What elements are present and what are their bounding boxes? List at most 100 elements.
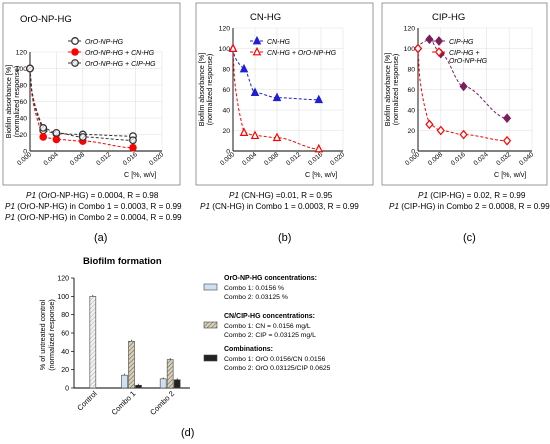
bar [166, 359, 174, 389]
chart-title: CN-HG [250, 12, 281, 23]
y-tick-label: 80 [61, 312, 69, 319]
y-tick-label: 40 [19, 116, 27, 123]
y-tick-label: 20 [222, 128, 230, 135]
data-point [250, 130, 260, 140]
y-tick-label: 40 [61, 349, 69, 356]
bar [173, 379, 181, 389]
data-point [78, 133, 87, 141]
y-axis-label: Biofilm absorbance [%] [4, 65, 13, 139]
y-tick-label: 80 [407, 67, 415, 74]
y-tick-label: 120 [219, 26, 231, 33]
legend-line-text: Combo 1: CN = 0.0156 mg/L [224, 323, 311, 330]
panel-label-c: (c) [463, 232, 476, 244]
y-axis-label: Biofilm absorbance [%] [197, 53, 206, 127]
y-axis-label-2: (normalized response) [12, 66, 21, 138]
caption-c-1: P1 (CIP-HG) = 0.02, R = 0.99 [418, 191, 526, 200]
data-point [239, 127, 249, 136]
x-axis-label: C [%, w/v] [124, 170, 156, 179]
legend-label: OrO-NP-HG + CIP-HG [85, 61, 156, 68]
data-point [26, 64, 34, 73]
panel-label-b: (b) [278, 232, 292, 244]
legend-label: OrO-NP-HG + CN-HG [85, 50, 155, 57]
data-point [502, 113, 512, 124]
data-point [459, 129, 468, 140]
chart-title: Biofilm formation [83, 256, 162, 267]
bar [89, 296, 97, 389]
data-point [502, 135, 512, 146]
caption-a-1: P1 (OrO-NP-HG) = 0.0004, R = 0.98 [26, 191, 159, 200]
y-tick-label: 80 [222, 67, 230, 74]
legend-line-text: Combo 1: OrO 0.0156/CN 0.0156 [224, 356, 325, 363]
caption-b-1: P1 (CN-HG) =0.01, R = 0.95 [229, 191, 333, 200]
data-point [52, 135, 61, 144]
data-point [239, 63, 249, 73]
data-point [129, 136, 137, 145]
caption-a-3: P1 (OrO-NP-HG) in Combo 2 = 0.0004, R = … [5, 213, 182, 222]
y-axis-label-2: (normalized response) [205, 54, 214, 126]
y-tick-label: 20 [407, 128, 415, 135]
data-point [39, 123, 48, 132]
data-point [39, 133, 48, 141]
y-axis-label: % of untreated control [38, 299, 47, 370]
fit-curve [417, 38, 508, 119]
chart-title: OrO-NP-HG [20, 14, 72, 25]
x-axis-label: C [%, w/v] [494, 170, 526, 179]
legend-label: CIP-HG [449, 39, 474, 46]
y-tick-label: 20 [61, 367, 69, 374]
caption-b-2: P1 (CN-HG) in Combo 1 = 0.0003, R = 0.99 [200, 202, 359, 211]
legend-label: CN-HG [267, 39, 290, 46]
y-tick-label: 40 [407, 108, 415, 115]
data-point [52, 128, 61, 137]
chart-title: CIP-HG [432, 12, 465, 23]
legend-marker [434, 47, 444, 57]
data-point [228, 43, 238, 52]
y-tick-label: 0 [65, 386, 69, 393]
legend-marker [71, 48, 79, 56]
y-tick-label: 0 [226, 149, 230, 156]
y-tick-label: 100 [404, 46, 416, 53]
y-tick-label: 100 [57, 294, 69, 301]
legend-label: OrO-NP-HG [85, 39, 124, 46]
legend-line-text: Combo 1: 0.0156 % [224, 285, 284, 292]
x-tick-label: Combo 2 [148, 389, 176, 417]
y-tick-label: 60 [222, 87, 230, 94]
data-point [425, 119, 434, 130]
data-point [272, 92, 282, 102]
data-point [250, 87, 260, 96]
y-tick-label: 120 [404, 26, 416, 33]
data-point [314, 143, 324, 153]
x-tick-label: Combo 1 [110, 389, 138, 417]
legend-swatch [203, 354, 218, 362]
y-axis-label-2: (normalized response) [391, 54, 400, 126]
y-tick-label: 100 [219, 46, 231, 53]
y-tick-label: 60 [407, 87, 415, 94]
y-tick-label: 40 [222, 108, 230, 115]
legend-marker [71, 59, 79, 67]
panel-frame [381, 2, 548, 186]
data-point [425, 34, 434, 45]
legend-label: CIP-HG + [449, 50, 480, 57]
y-tick-label: 100 [16, 66, 28, 73]
caption-c-2: P1 (CIP-HG) in Combo 2 = 0.0008, R = 0.9… [389, 202, 550, 211]
legend-label: CN-HG + OrO-NP-HG [267, 50, 337, 57]
legend-heading: Combinations: [224, 346, 273, 353]
y-axis-label-2: (normalized response) [47, 299, 56, 371]
legend-line-text: Combo 2: CIP = 0.03125 mg/L [224, 332, 316, 339]
y-tick-label: 0 [23, 149, 27, 156]
legend-label-2: OrO-NP-HG [449, 58, 488, 65]
chart-panel-d: Biofilm formation 0 20 40 60 80 100 120 % of unt… [38, 252, 331, 417]
legend-marker [71, 37, 79, 45]
legend-swatch [203, 283, 218, 291]
panel-label-d: (d) [181, 427, 195, 439]
bar [121, 374, 128, 389]
panel-frame [195, 2, 374, 186]
legend-swatch [203, 321, 218, 329]
data-point [272, 132, 282, 142]
legend-marker [252, 46, 262, 56]
bar [159, 378, 167, 389]
x-axis-label: C [%, w/v] [305, 170, 337, 179]
